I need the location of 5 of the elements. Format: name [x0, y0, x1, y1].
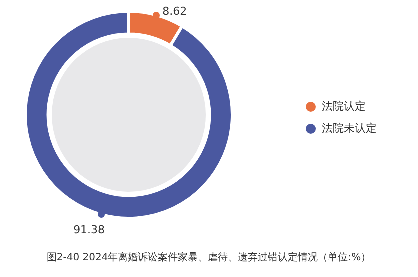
data-label: 91.38: [74, 224, 106, 237]
text: 图2-40 2024年离婚诉讼案件家暴、虐待、遗弃过错认定情况（单位:%）: [46, 252, 372, 264]
legend-label: 法院未认定: [322, 122, 377, 135]
legend-label: 法院认定: [322, 100, 366, 113]
data-label: 8.62: [162, 5, 188, 18]
